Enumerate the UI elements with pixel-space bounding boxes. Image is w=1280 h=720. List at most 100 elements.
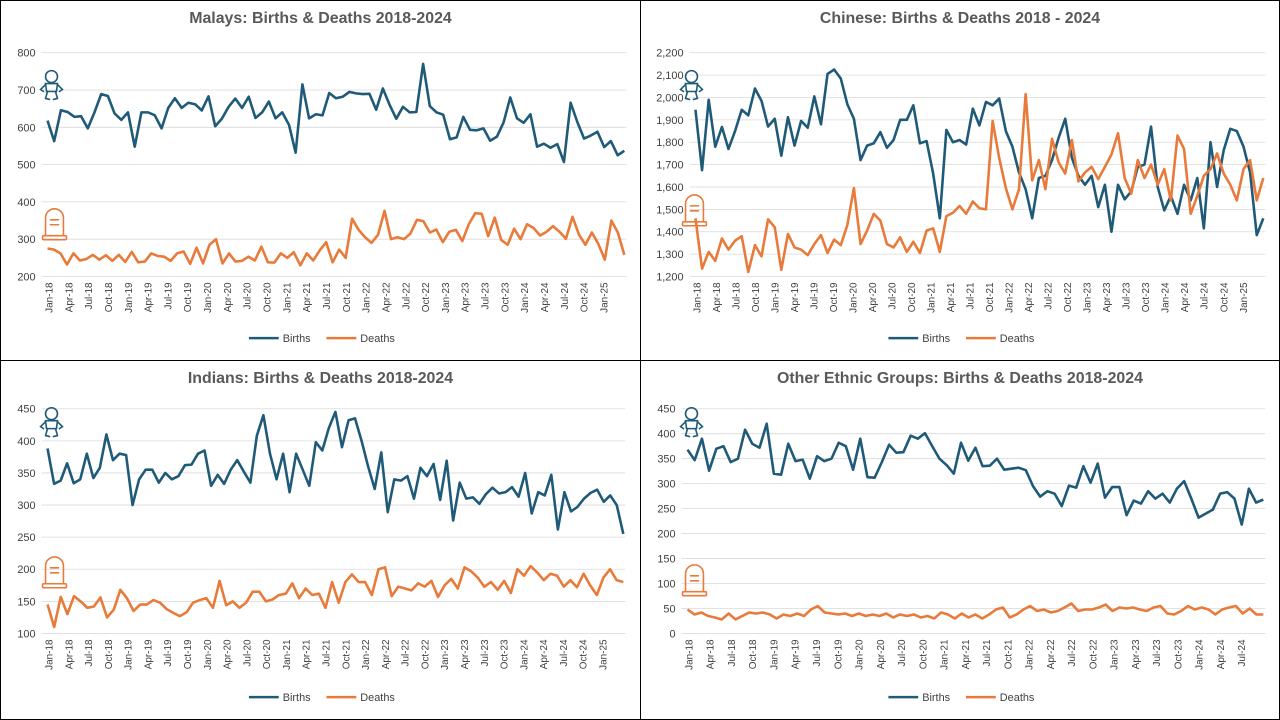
x-tick-label: Oct-23 <box>500 282 511 312</box>
chart-title: Indians: Births & Deaths 2018-2024 <box>188 370 453 387</box>
y-tick-label: 0 <box>670 628 676 640</box>
y-tick-label: 800 <box>17 48 35 60</box>
x-tick-label: Oct-21 <box>341 639 352 669</box>
deaths-line <box>46 564 624 629</box>
x-tick-label: Jul-20 <box>888 282 899 310</box>
x-tick-label: Jul-24 <box>560 282 571 310</box>
legend: Births Deaths <box>248 333 395 345</box>
x-tick-label: Apr-19 <box>791 639 802 669</box>
y-tick-label: 200 <box>17 564 35 576</box>
x-tick-label: Jan-24 <box>520 282 531 313</box>
x-tick-label: Oct-19 <box>829 282 840 312</box>
x-tick-label: Apr-19 <box>790 282 801 312</box>
x-tick-label: Jul-23 <box>1152 639 1163 667</box>
chart-panel-4: Other Ethnic Groups: Births & Deaths 201… <box>640 360 1280 720</box>
legend-label: Births <box>283 333 311 345</box>
legend: Births Deaths <box>888 333 1035 345</box>
tombstone-icon <box>41 556 68 589</box>
y-tick-label: 400 <box>657 429 675 441</box>
x-tick-label: Jul-18 <box>731 282 742 310</box>
chart-title: Malays: Births & Deaths 2018-2024 <box>189 10 452 27</box>
x-tick-label: Jul-19 <box>810 282 821 310</box>
x-tick-label: Jul-21 <box>966 282 977 310</box>
x-tick-label: Jan-18 <box>44 639 55 670</box>
x-tick-label: Apr-21 <box>302 639 313 669</box>
y-tick-label: 1,500 <box>656 204 683 216</box>
y-tick-label: 300 <box>17 500 35 512</box>
x-tick-label: Oct-22 <box>420 639 431 669</box>
y-tick-label: 400 <box>17 436 35 448</box>
x-tick-label: Oct-21 <box>342 282 353 312</box>
x-tick-label: Oct-18 <box>748 639 759 669</box>
x-tick-label: Jan-23 <box>1110 639 1121 670</box>
x-tick-label: Apr-21 <box>302 282 313 312</box>
y-tick-label: 450 <box>657 404 675 416</box>
x-tick-label: Oct-21 <box>985 282 996 312</box>
x-tick-label: Apr-24 <box>1180 282 1191 312</box>
x-tick-label: Apr-20 <box>223 639 234 669</box>
deaths-line <box>686 602 1264 621</box>
x-tick-label: Jul-21 <box>982 639 993 667</box>
tombstone-icon <box>41 208 68 241</box>
x-tick-label: Apr-23 <box>1131 639 1142 669</box>
x-tick-label: Apr-18 <box>64 639 75 669</box>
tombstone-icon <box>681 564 708 597</box>
x-tick-label: Oct-22 <box>421 282 432 312</box>
x-tick-label: Apr-22 <box>381 282 392 312</box>
x-tick-label: Oct-22 <box>1063 282 1074 312</box>
chart-panel-3: Indians: Births & Deaths 2018-2024 100 150… <box>0 360 641 720</box>
y-tick-label: 600 <box>17 122 35 134</box>
y-tick-label: 200 <box>657 529 675 541</box>
x-tick-label: Jul-23 <box>1122 282 1133 310</box>
chart-svg: Malays: Births & Deaths 2018-2024 200 300 4… <box>17 10 627 345</box>
x-tick-label: Oct-19 <box>833 639 844 669</box>
x-tick-label: Jan-21 <box>282 282 293 313</box>
x-tick-label: Oct-19 <box>183 282 194 312</box>
x-tick-label: Oct-23 <box>1141 282 1152 312</box>
x-tick-label: Jan-24 <box>1195 639 1206 670</box>
x-tick-label: Jan-22 <box>362 282 373 313</box>
x-tick-label: Oct-19 <box>183 639 194 669</box>
y-tick-label: 350 <box>657 454 675 466</box>
x-tick-label: Jan-19 <box>124 282 135 313</box>
x-tick-label: Jul-22 <box>401 639 412 667</box>
x-tick-label: Jul-20 <box>242 639 253 667</box>
x-tick-label: Apr-20 <box>876 639 887 669</box>
x-tick-label: Apr-22 <box>1046 639 1057 669</box>
x-tick-label: Jan-18 <box>692 282 703 313</box>
y-tick-label: 200 <box>17 271 35 283</box>
x-tick-label: Apr-18 <box>706 639 717 669</box>
y-tick-label: 100 <box>17 628 35 640</box>
x-tick-label: Jan-23 <box>1083 282 1094 313</box>
x-tick-label: Jul-18 <box>84 639 95 667</box>
chart-svg: Indians: Births & Deaths 2018-2024 100 150… <box>17 370 626 704</box>
y-tick-label: 250 <box>657 504 675 516</box>
y-tick-label: 100 <box>657 579 675 591</box>
x-tick-label: Jul-22 <box>401 282 412 310</box>
x-tick-label: Apr-18 <box>712 282 723 312</box>
y-tick-label: 450 <box>17 404 35 416</box>
x-tick-label: Apr-22 <box>381 639 392 669</box>
x-tick-label: Jan-24 <box>519 639 530 670</box>
x-tick-label: Jan-21 <box>927 282 938 313</box>
y-tick-label: 1,800 <box>656 137 683 149</box>
x-tick-label: Apr-18 <box>64 282 75 312</box>
x-tick-label: Jul-19 <box>163 282 174 310</box>
y-tick-label: 400 <box>17 197 35 209</box>
y-tick-label: 350 <box>17 468 35 480</box>
x-tick-label: Oct-18 <box>104 639 115 669</box>
x-tick-label: Apr-23 <box>1102 282 1113 312</box>
births-line <box>46 410 625 535</box>
x-tick-label: Jan-22 <box>1025 639 1036 670</box>
legend-label: Deaths <box>360 333 395 345</box>
x-tick-label: Jul-24 <box>1200 282 1211 310</box>
x-tick-label: Apr-23 <box>460 639 471 669</box>
x-tick-label: Apr-21 <box>946 282 957 312</box>
x-tick-label: Apr-19 <box>144 282 155 312</box>
y-tick-label: 150 <box>17 596 35 608</box>
x-tick-label: Jan-20 <box>203 282 214 313</box>
y-tick-label: 250 <box>17 532 35 544</box>
x-tick-label: Oct-18 <box>751 282 762 312</box>
y-tick-label: 1,900 <box>656 115 683 127</box>
